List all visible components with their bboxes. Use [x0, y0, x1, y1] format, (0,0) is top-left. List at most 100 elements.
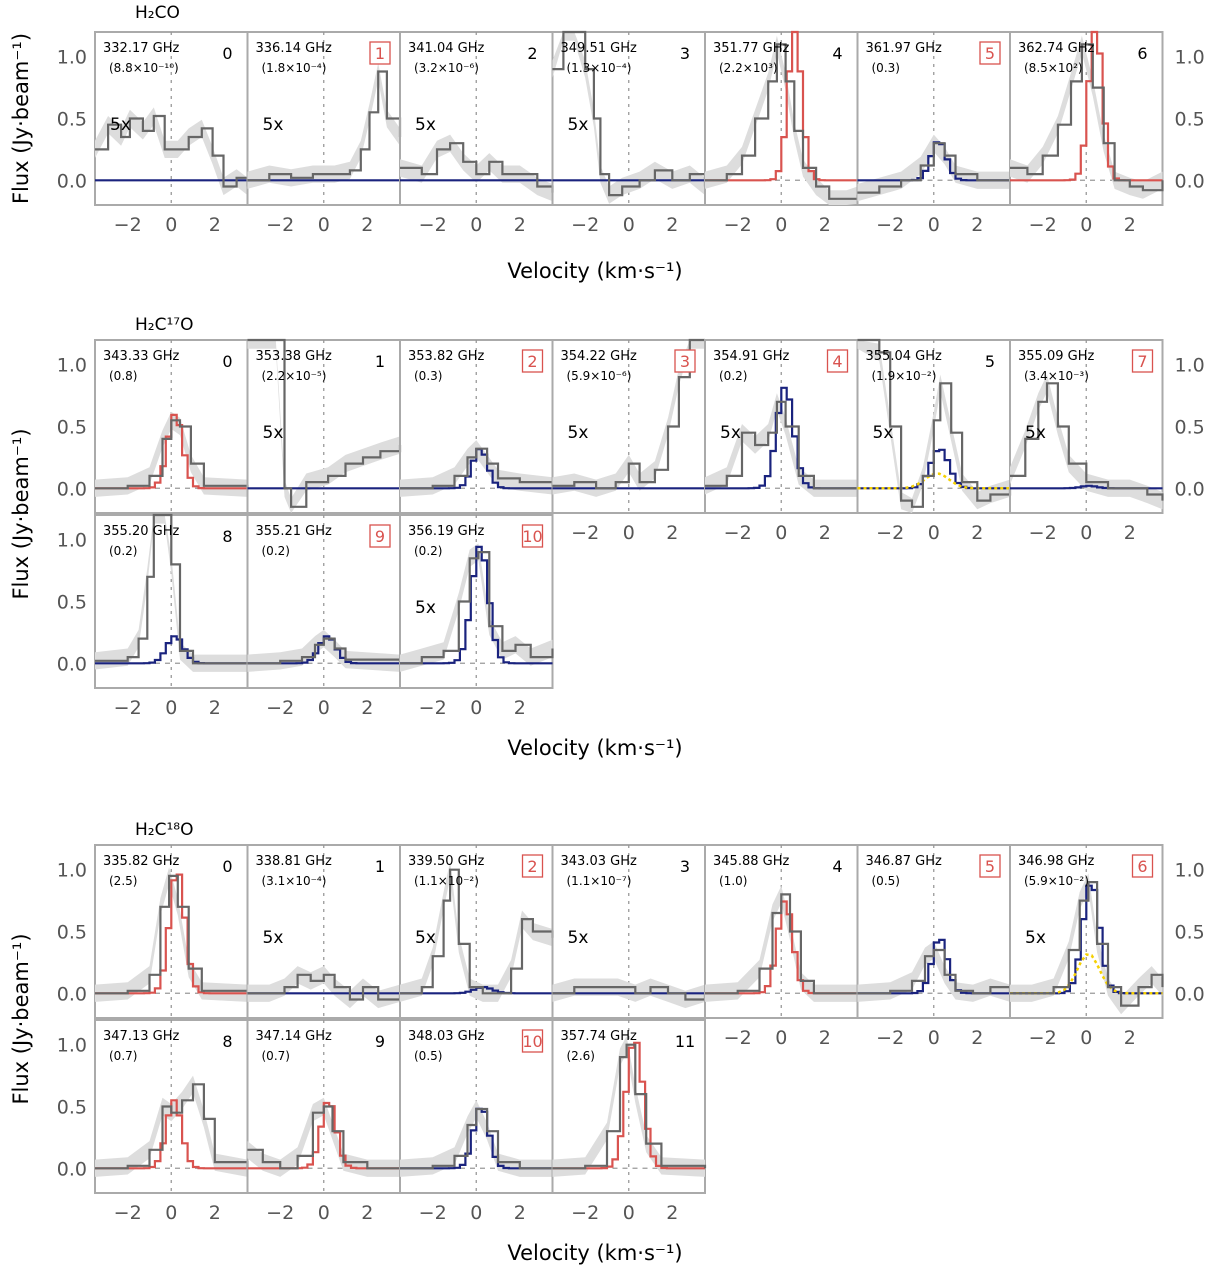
x-tick-label: 0 — [928, 214, 940, 236]
x-tick-label: −2 — [571, 522, 599, 544]
transition-index-box — [521, 524, 544, 548]
scale-label: 5x — [263, 115, 284, 135]
x-tick-label: 2 — [666, 214, 678, 236]
transition-index: 6 — [1137, 44, 1147, 63]
optical-depth-label: (2.2×10⁻⁵) — [262, 369, 327, 383]
y-tick-label: 0.5 — [57, 109, 87, 131]
y-tick-label-right: 1.0 — [1175, 860, 1205, 882]
transition-index-box — [1131, 349, 1154, 373]
group-title: H₂C¹⁸O — [135, 820, 193, 840]
x-tick-label: 0 — [775, 522, 787, 544]
optical-depth-label: (3.2×10⁻⁶) — [414, 61, 479, 75]
x-tick-label: −2 — [571, 1202, 599, 1224]
x-tick-label: −2 — [724, 1027, 752, 1049]
transition-index: 10 — [522, 1032, 542, 1051]
transition-index-box — [674, 349, 696, 373]
observed-spectrum — [705, 400, 858, 490]
x-axis-label: Velocity (km·s⁻¹) — [507, 259, 682, 283]
x-tick-label: 0 — [623, 522, 635, 544]
optical-depth-label: (1.1×10⁻⁷) — [567, 874, 632, 888]
transition-index: 0 — [222, 44, 232, 63]
optical-depth-label: (5.9×10⁻²) — [1024, 874, 1089, 888]
x-tick-label: 2 — [361, 214, 373, 236]
optical-depth-label: (0.7) — [109, 1049, 137, 1063]
observed-spectrum — [857, 338, 1012, 508]
x-tick-label: −2 — [114, 697, 142, 719]
x-tick-label: 2 — [361, 1202, 373, 1224]
observed-uncertainty-band — [400, 861, 553, 1002]
observed-spectrum — [95, 419, 249, 490]
optical-depth-label: (0.5) — [872, 874, 900, 888]
transition-index: 0 — [222, 857, 232, 876]
observed-spectrum — [1010, 881, 1164, 1007]
optical-depth-label: (2.5) — [109, 874, 137, 888]
x-tick-label: −2 — [876, 1027, 904, 1049]
x-tick-label: 2 — [666, 522, 678, 544]
y-tick-label: 1.0 — [57, 355, 87, 377]
frequency-label: 354.91 GHz — [713, 349, 789, 364]
group-title: H₂C¹⁷O — [135, 315, 193, 335]
optical-depth-label: (0.2) — [262, 544, 290, 558]
scale-label: 5x — [720, 423, 741, 443]
transition-index-box — [979, 854, 1001, 878]
model-spectrum — [95, 873, 248, 995]
transition-index: 4 — [832, 857, 842, 876]
x-axis-label: Velocity (km·s⁻¹) — [507, 1241, 682, 1265]
model-spectrum — [705, 900, 858, 995]
x-tick-label: −2 — [114, 214, 142, 236]
x-tick-label: 0 — [165, 1202, 177, 1224]
x-tick-label: 0 — [1080, 214, 1092, 236]
observed-uncertainty-band — [95, 515, 248, 672]
optical-depth-label: (0.5) — [414, 1049, 442, 1063]
optical-depth-label: (3.4×10⁻³) — [1024, 369, 1089, 383]
observed-spectrum — [247, 70, 402, 182]
optical-depth-label: (0.2) — [719, 369, 747, 383]
x-tick-label: 2 — [1124, 522, 1136, 544]
optical-depth-label: (0.2) — [109, 544, 137, 558]
optical-depth-label: (3.1×10⁻⁴) — [262, 874, 327, 888]
y-tick-label-right: 1.0 — [1175, 47, 1205, 69]
frequency-label: 339.50 GHz — [408, 854, 484, 869]
x-tick-label: 2 — [361, 697, 373, 719]
frequency-label: 355.21 GHz — [256, 524, 332, 539]
scale-label: 5x — [415, 928, 436, 948]
scale-label: 5x — [415, 115, 436, 135]
x-tick-label: 2 — [209, 1202, 221, 1224]
x-tick-label: −2 — [266, 697, 294, 719]
x-tick-label: −2 — [724, 522, 752, 544]
x-tick-label: −2 — [114, 1202, 142, 1224]
optical-depth-label: (1.1×10⁻²) — [414, 874, 479, 888]
frequency-label: 355.09 GHz — [1018, 349, 1094, 364]
frequency-label: 348.03 GHz — [408, 1029, 484, 1044]
observed-spectrum — [400, 447, 554, 490]
y-tick-label: 0.0 — [57, 983, 87, 1005]
group-title: H₂CO — [135, 3, 180, 23]
transition-index-box — [979, 41, 1001, 65]
x-tick-label: −2 — [266, 214, 294, 236]
observed-uncertainty-band — [247, 62, 400, 189]
transition-index: 4 — [832, 44, 842, 63]
transition-index: 10 — [522, 527, 542, 546]
x-tick-label: −2 — [419, 1202, 447, 1224]
y-tick-label: 0.0 — [57, 1158, 87, 1180]
observed-spectrum — [400, 868, 554, 995]
transition-index: 5 — [985, 352, 995, 371]
transition-index: 5 — [985, 857, 995, 876]
x-tick-label: −2 — [1029, 1027, 1057, 1049]
scale-label: 5x — [415, 598, 436, 618]
x-axis-label: Velocity (km·s⁻¹) — [507, 736, 682, 760]
scale-label: 5x — [1025, 423, 1046, 443]
model-spectrum — [705, 30, 858, 182]
transition-index: 8 — [222, 1032, 232, 1051]
transition-index: 2 — [527, 352, 537, 371]
x-tick-label: 2 — [209, 697, 221, 719]
model-spectrum — [552, 1041, 705, 1170]
y-tick-label-right: 0.0 — [1175, 170, 1205, 192]
observed-spectrum — [705, 893, 858, 995]
observed-uncertainty-band — [1010, 873, 1163, 1015]
x-tick-label: −2 — [266, 1202, 294, 1224]
transition-index: 9 — [375, 1032, 385, 1051]
x-tick-label: −2 — [1029, 214, 1057, 236]
frequency-label: 336.14 GHz — [256, 41, 332, 56]
y-tick-label: 0.0 — [57, 170, 87, 192]
